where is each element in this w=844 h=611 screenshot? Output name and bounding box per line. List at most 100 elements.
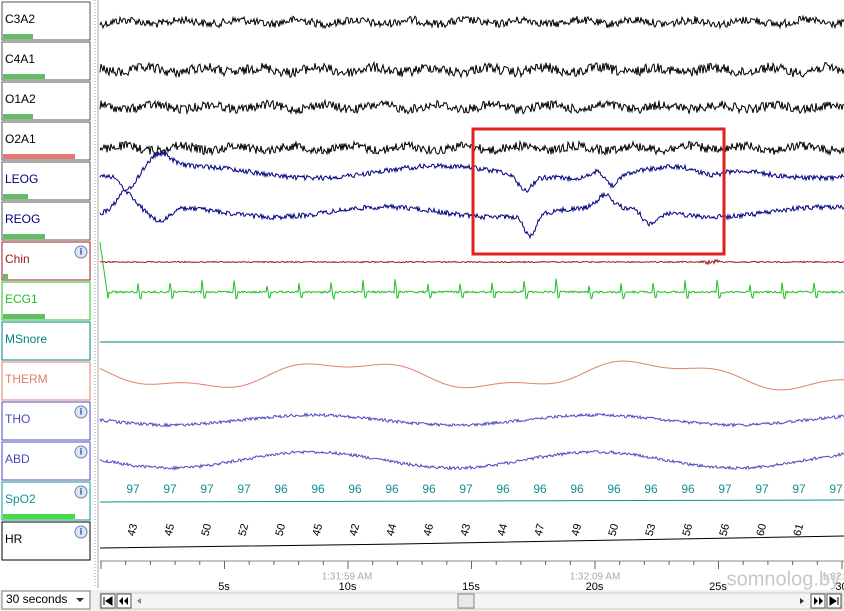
info-icon[interactable] — [74, 525, 88, 539]
spo2-value: 96 — [681, 482, 695, 496]
spo2-value: 96 — [422, 482, 436, 496]
channel-label: O2A1 — [5, 132, 36, 146]
spo2-line — [99, 499, 844, 503]
channel-box[interactable] — [1, 121, 91, 161]
spo2-value: 97 — [163, 482, 177, 496]
channel-box[interactable] — [1, 521, 91, 561]
hr-value: 60 — [755, 523, 770, 538]
channel-box[interactable] — [1, 441, 91, 481]
info-glyph: i — [80, 526, 83, 536]
hr-value: 43 — [126, 523, 141, 538]
info-icon[interactable] — [74, 245, 88, 259]
signal-bar — [3, 194, 28, 199]
channel-box[interactable] — [1, 241, 91, 281]
spo2-value: 96 — [348, 482, 362, 496]
spo2-value: 97 — [237, 482, 251, 496]
channel-label: LEOG — [5, 172, 38, 186]
signal-bar — [3, 34, 33, 39]
hr-line — [99, 535, 844, 549]
info-icon[interactable] — [74, 445, 88, 459]
hr-value: 42 — [348, 523, 363, 538]
waveform — [99, 450, 844, 471]
channel-box[interactable] — [1, 161, 91, 201]
channel-label: THO — [5, 412, 30, 426]
spo2-value: 97 — [718, 482, 732, 496]
epoch-dropdown[interactable] — [1, 590, 91, 610]
next-icon — [814, 597, 823, 605]
hr-value: 53 — [644, 523, 659, 538]
clock-label: 1:32: — [822, 572, 844, 583]
waveform — [99, 98, 844, 116]
channel-box[interactable] — [1, 201, 91, 241]
spo2-value: 97 — [755, 482, 769, 496]
spo2-value: 96 — [570, 482, 584, 496]
hr-value: 43 — [459, 523, 474, 538]
hr-value: 50 — [200, 523, 215, 538]
channel-box[interactable] — [1, 81, 91, 121]
time-tick-label: 20s — [586, 581, 604, 593]
channel-box[interactable] — [1, 281, 91, 321]
spo2-value: 96 — [607, 482, 621, 496]
channel-label: HR — [5, 532, 23, 546]
waveform — [99, 14, 844, 30]
scroll-thumb[interactable] — [457, 593, 475, 609]
spo2-value: 96 — [385, 482, 399, 496]
prev-icon — [119, 597, 128, 605]
waveform — [99, 360, 844, 391]
channel-box[interactable] — [1, 401, 91, 441]
clock-label: 1:32:09 AM — [570, 572, 621, 583]
signal-bar — [3, 154, 75, 159]
dropdown-arrow — [76, 598, 84, 602]
first-icon — [103, 596, 113, 606]
channel-box[interactable] — [1, 1, 91, 41]
channel-box[interactable] — [1, 481, 91, 521]
time-tick-label: 5s — [218, 581, 230, 593]
signal-bar — [3, 514, 75, 519]
signal-bar — [3, 234, 45, 239]
channel-box[interactable] — [1, 321, 91, 361]
hr-value: 56 — [718, 523, 733, 538]
time-tick-label: 30 — [835, 581, 844, 593]
info-icon[interactable] — [74, 405, 88, 419]
waveform — [99, 242, 844, 301]
signal-bar — [3, 314, 45, 319]
hr-value: 46 — [422, 523, 437, 538]
info-glyph: i — [80, 446, 83, 456]
hr-value: 50 — [274, 523, 289, 538]
spo2-value: 96 — [311, 482, 325, 496]
hr-value: 56 — [681, 523, 696, 538]
channel-label: C3A2 — [5, 12, 35, 26]
channel-label: REOG — [5, 212, 40, 226]
waveform — [99, 412, 844, 428]
scroll-left[interactable] — [137, 598, 141, 604]
channel-label: Chin — [5, 252, 30, 266]
selection-box[interactable] — [471, 127, 726, 256]
info-glyph: i — [80, 246, 83, 256]
hr-value: 50 — [607, 523, 622, 538]
info-glyph: i — [80, 486, 83, 496]
spo2-value: 97 — [829, 482, 843, 496]
hr-value: 44 — [496, 523, 511, 538]
channel-label: O1A2 — [5, 92, 36, 106]
watermark: somnolog.by — [727, 568, 840, 590]
channel-label: ABD — [5, 452, 30, 466]
info-icon[interactable] — [74, 485, 88, 499]
channel-label: C4A1 — [5, 52, 35, 66]
hr-value: 47 — [533, 523, 548, 538]
signal-bar — [3, 274, 8, 279]
clock-label: 1:31:59 AM — [322, 572, 373, 583]
channel-label: SpO2 — [5, 492, 36, 506]
epoch-select-text: 30 seconds — [6, 592, 67, 606]
hr-value: 45 — [311, 523, 326, 538]
time-tick-label: 10s — [339, 581, 357, 593]
spo2-value: 96 — [274, 482, 288, 496]
spo2-value: 97 — [459, 482, 473, 496]
hr-value: 61 — [792, 523, 807, 538]
channel-box[interactable] — [1, 361, 91, 401]
spo2-value: 97 — [200, 482, 214, 496]
channel-box[interactable] — [1, 41, 91, 81]
scroll-right[interactable] — [800, 598, 804, 604]
hr-value: 45 — [163, 523, 178, 538]
spo2-value: 96 — [644, 482, 658, 496]
